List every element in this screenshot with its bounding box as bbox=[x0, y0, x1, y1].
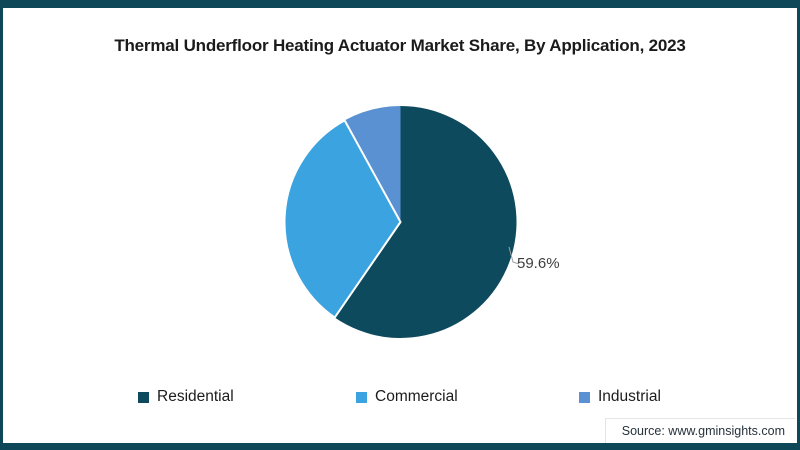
source-attribution: Source: www.gminsights.com bbox=[604, 418, 795, 443]
legend-item-industrial: Industrial bbox=[579, 388, 661, 406]
pie-slice-commercial bbox=[284, 119, 402, 319]
label-leader-line bbox=[508, 246, 520, 265]
legend-swatch-industrial bbox=[579, 391, 590, 403]
legend-label-residential: Residential bbox=[157, 388, 234, 405]
pie-slice-industrial bbox=[344, 106, 401, 222]
legend-swatch-residential bbox=[138, 391, 149, 403]
legend-item-residential: Residential bbox=[138, 388, 234, 406]
pie-slice-residential bbox=[334, 106, 517, 338]
legend-swatch-commercial bbox=[356, 391, 367, 403]
pie-data-label: 59.6% bbox=[517, 255, 560, 272]
legend-item-commercial: Commercial bbox=[356, 388, 458, 406]
legend-label-industrial: Industrial bbox=[598, 388, 661, 405]
legend-label-commercial: Commercial bbox=[375, 388, 458, 405]
pie-chart bbox=[284, 106, 517, 338]
chart-title: Thermal Underfloor Heating Actuator Mark… bbox=[114, 36, 686, 55]
